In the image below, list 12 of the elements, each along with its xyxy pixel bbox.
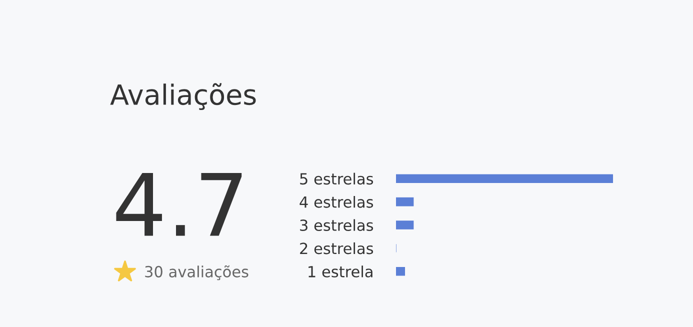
y-tick-label: 4 estrelas: [300, 196, 374, 208]
y-tick-label: 1 estrela: [308, 266, 372, 278]
chart-title: Avaliações: [110, 83, 256, 110]
text: 30 avaliações: [145, 265, 248, 280]
y-tick-label: 5 estrelas: [300, 172, 374, 185]
bar: [396, 197, 414, 206]
text: 4.7: [116, 172, 242, 236]
y-tick-label: 3 estrelas: [300, 219, 374, 232]
bar: [396, 174, 614, 184]
y-tick-label: 2 estrelas: [300, 242, 374, 254]
bar: [396, 220, 414, 230]
bar: [396, 266, 406, 276]
